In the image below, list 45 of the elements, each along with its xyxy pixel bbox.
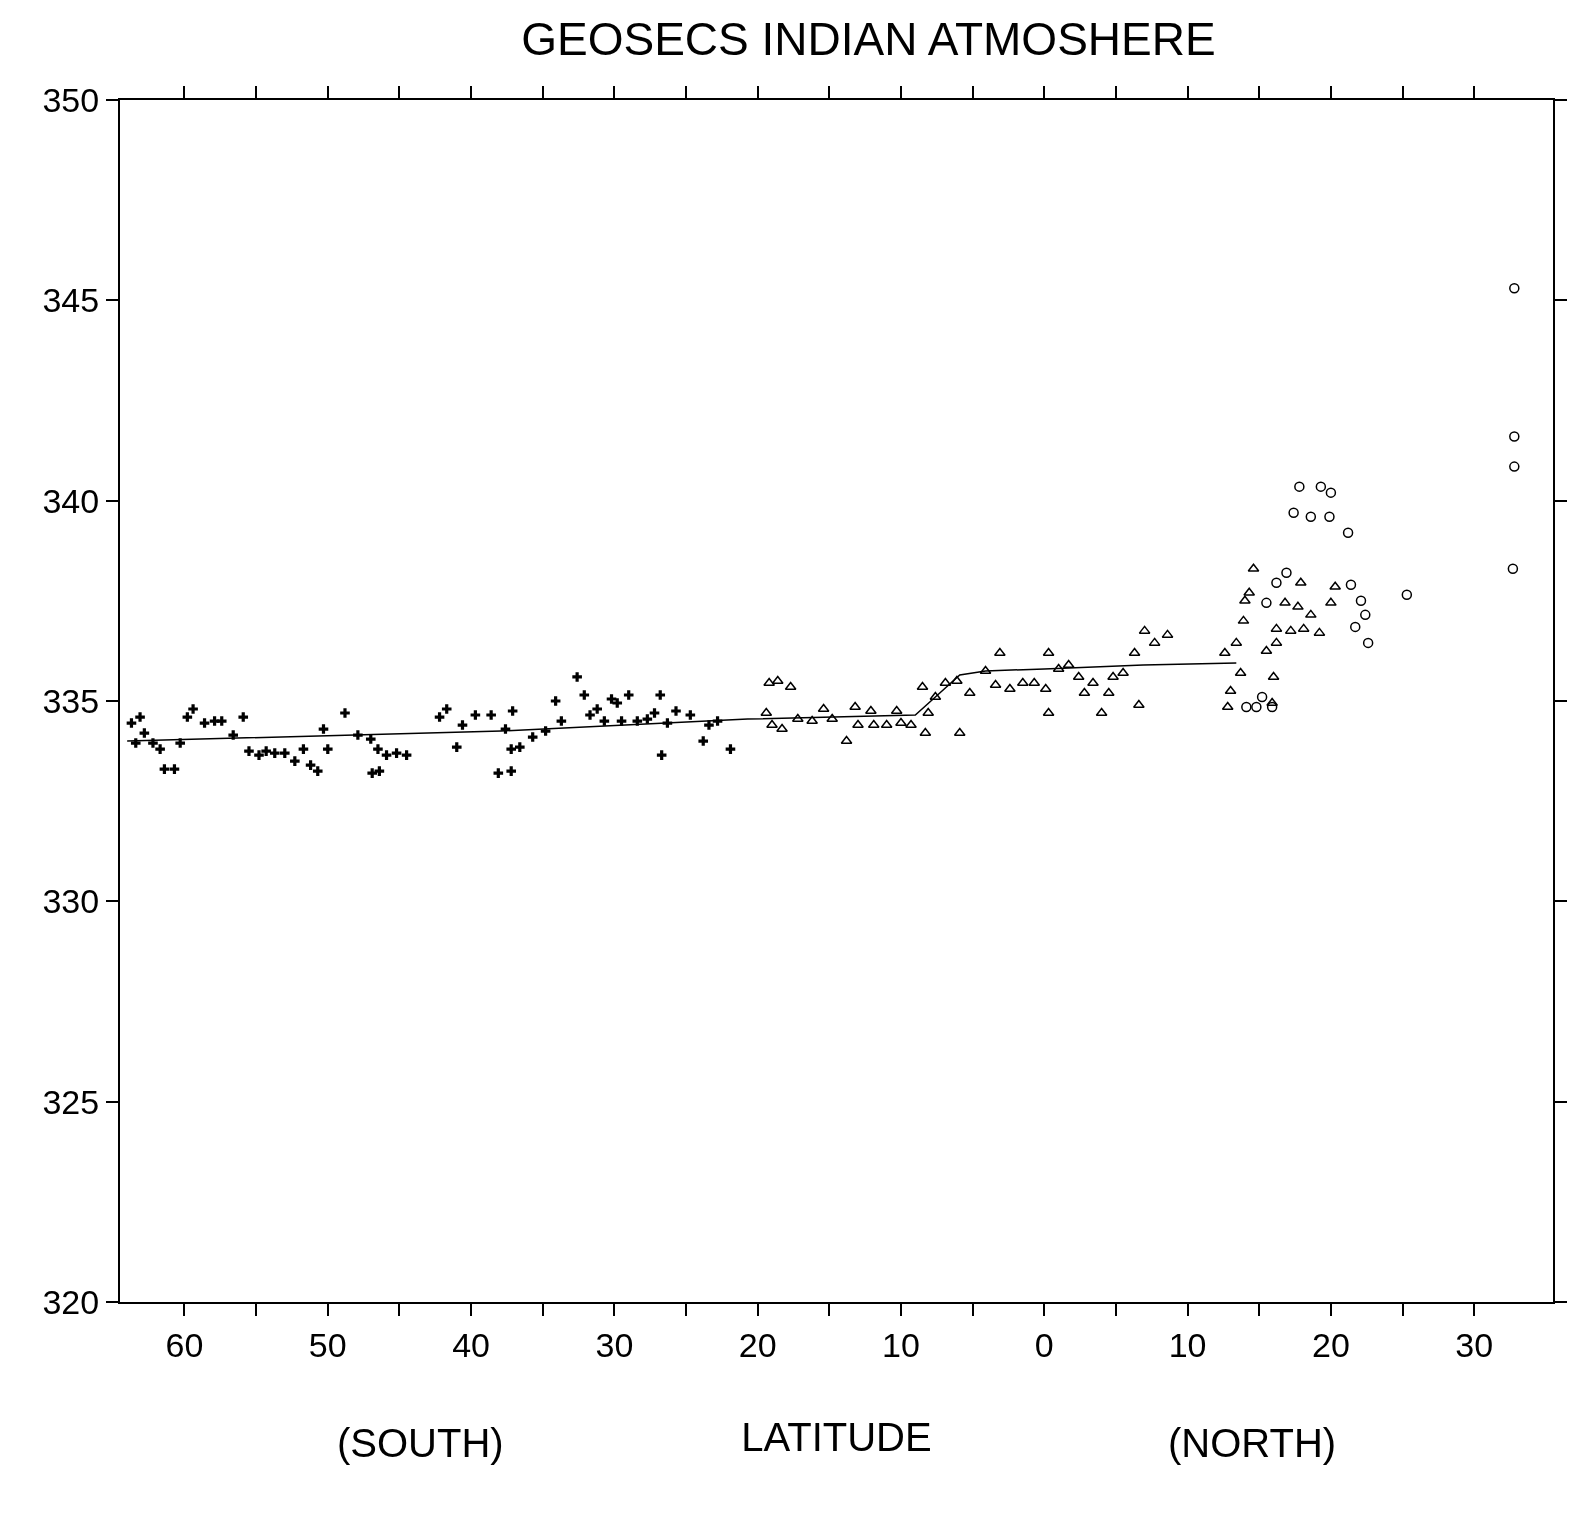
- point: [1324, 511, 1335, 522]
- point: [1271, 577, 1282, 589]
- y-tick-label: 350: [42, 80, 100, 119]
- y-tick-label: 345: [42, 281, 100, 320]
- y-tick-label: 330: [42, 882, 100, 921]
- x-tick-label: 10: [882, 1325, 920, 1364]
- point: [1305, 511, 1317, 522]
- text: (NORTH): [1168, 1421, 1337, 1465]
- point: [1241, 701, 1252, 713]
- point: [1509, 431, 1520, 442]
- point: [1345, 579, 1357, 591]
- x-tick-label: 10: [1168, 1325, 1207, 1364]
- point: [1509, 461, 1520, 472]
- x-tick-label: 50: [308, 1325, 347, 1364]
- point: [1350, 621, 1361, 633]
- y-tick-label: 340: [42, 481, 100, 520]
- x-tick-label: 30: [1455, 1325, 1494, 1364]
- point: [1362, 637, 1374, 649]
- point: [1342, 527, 1354, 538]
- point: [1355, 595, 1367, 607]
- point: [1507, 563, 1519, 575]
- point: [1288, 507, 1299, 518]
- x-tick-label: 20: [1311, 1325, 1350, 1364]
- point: [1266, 701, 1278, 713]
- x-tick-label: 40: [452, 1325, 490, 1364]
- x-tick-label: 60: [165, 1325, 204, 1364]
- point: [1325, 487, 1337, 498]
- point: [1281, 567, 1292, 579]
- y-tick-label: 320: [42, 1282, 100, 1321]
- text: (SOUTH): [337, 1421, 504, 1465]
- point: [1294, 481, 1305, 492]
- point: [1360, 609, 1371, 621]
- x-axis-title: LATITUDE: [741, 1414, 932, 1459]
- point: [1401, 589, 1413, 601]
- x-tick-label: 30: [595, 1325, 634, 1364]
- y-tick-label: 335: [42, 681, 100, 720]
- y-tick-label: 325: [42, 1082, 100, 1121]
- point: [1256, 691, 1268, 703]
- point: [1251, 701, 1262, 713]
- x-tick-label: 0: [1034, 1325, 1054, 1364]
- point: [1315, 481, 1327, 492]
- chart-title: GEOSECS INDIAN ATMOSHERE: [521, 13, 1216, 66]
- point: [1509, 283, 1520, 294]
- point: [1261, 597, 1272, 609]
- x-tick-label: 20: [738, 1325, 777, 1364]
